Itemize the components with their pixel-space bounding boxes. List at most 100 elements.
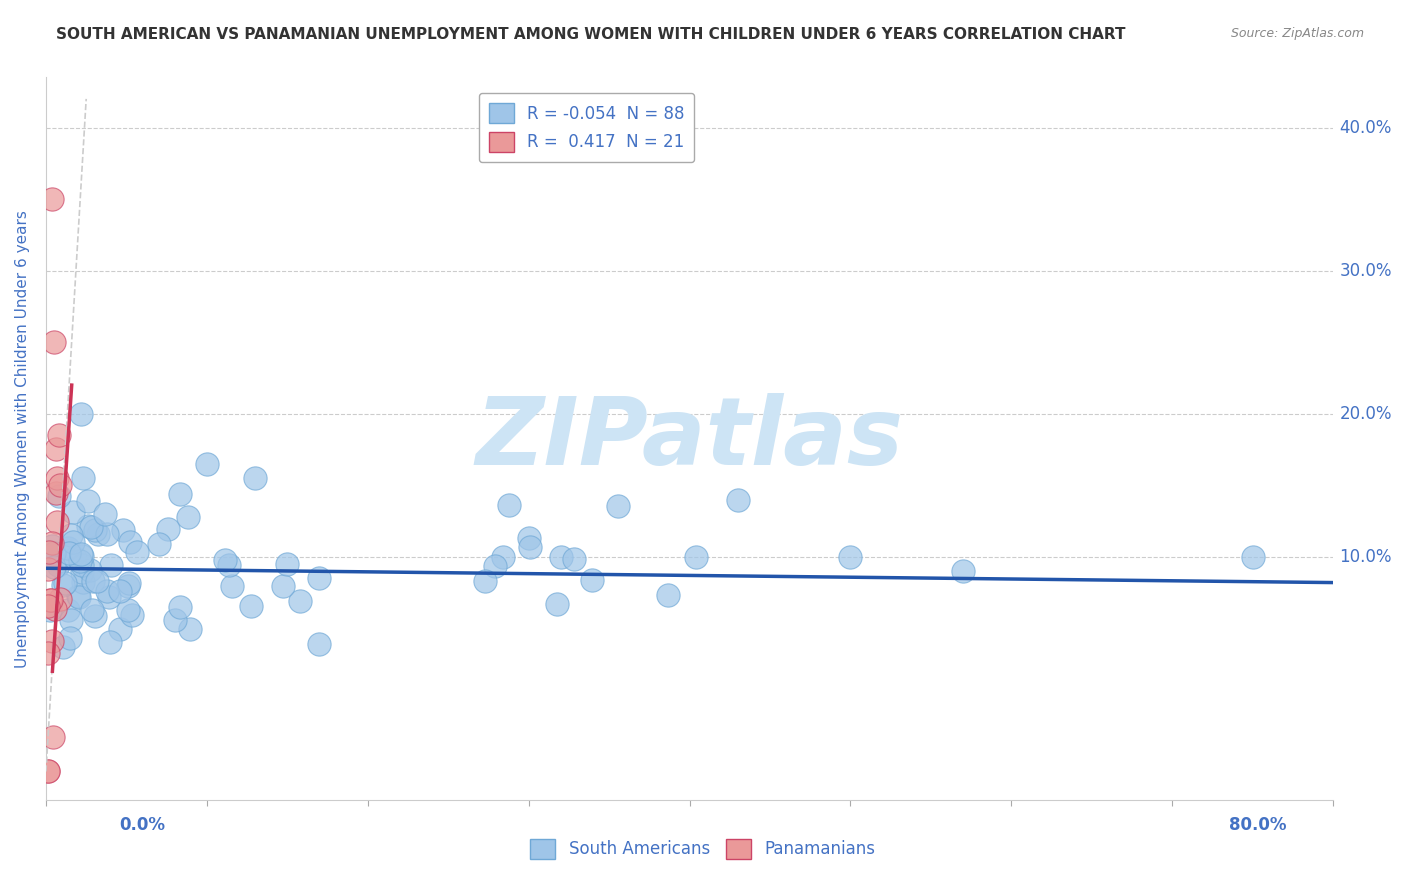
Legend: R = -0.054  N = 88, R =  0.417  N = 21: R = -0.054 N = 88, R = 0.417 N = 21 [478, 93, 695, 162]
Point [177, 509, 200, 524]
Point [685, 549, 707, 564]
Point [276, 557, 298, 571]
Point [581, 573, 603, 587]
Point [169, 486, 191, 500]
Point [83, 609, 105, 624]
Text: 80.0%: 80.0% [1229, 816, 1286, 834]
Point [51, 640, 73, 654]
Point [156, 522, 179, 536]
Point [118, 535, 141, 549]
Point [83, 523, 105, 537]
Point [80, 519, 103, 533]
Point [39, 603, 62, 617]
Text: ZIPatlas: ZIPatlas [475, 392, 904, 484]
Point [37, 764, 59, 779]
Point [221, 579, 243, 593]
Point [70, 565, 93, 579]
Point [48, 428, 70, 442]
Point [108, 584, 131, 599]
Point [60, 613, 83, 627]
Point [41, 536, 63, 550]
Point [96, 527, 118, 541]
Point [44, 559, 66, 574]
Point [474, 574, 496, 589]
Point [37, 562, 59, 576]
Text: 10.0%: 10.0% [1340, 548, 1392, 566]
Point [657, 588, 679, 602]
Point [562, 552, 585, 566]
Point [117, 603, 139, 617]
Point [46, 471, 69, 485]
Point [121, 607, 143, 622]
Point [58, 541, 80, 556]
Point [66, 589, 89, 603]
Text: SOUTH AMERICAN VS PANAMANIAN UNEMPLOYMENT AMONG WOMEN WITH CHILDREN UNDER 6 YEAR: SOUTH AMERICAN VS PANAMANIAN UNEMPLOYMEN… [56, 27, 1126, 42]
Point [48, 490, 70, 504]
Point [169, 599, 191, 614]
Point [82, 574, 104, 588]
Point [42, 730, 65, 744]
Text: 20.0%: 20.0% [1340, 405, 1392, 423]
Point [111, 523, 134, 537]
Point [86, 574, 108, 588]
Y-axis label: Unemployment Among Women with Children Under 6 years: Unemployment Among Women with Children U… [15, 210, 30, 668]
Point [517, 532, 540, 546]
Point [38, 593, 60, 607]
Point [52, 577, 75, 591]
Point [484, 558, 506, 573]
Point [118, 576, 141, 591]
Point [179, 622, 201, 636]
Point [59, 528, 82, 542]
Point [492, 550, 515, 565]
Point [195, 457, 218, 471]
Point [271, 579, 294, 593]
Point [69, 547, 91, 561]
Point [218, 558, 240, 572]
Point [44, 602, 66, 616]
Point [77, 494, 100, 508]
Point [49, 591, 72, 606]
Point [45, 485, 67, 500]
Point [41, 192, 63, 206]
Point [70, 549, 93, 563]
Point [148, 537, 170, 551]
Point [498, 498, 520, 512]
Point [308, 636, 330, 650]
Point [72, 575, 94, 590]
Point [37, 599, 59, 613]
Point [45, 442, 67, 457]
Point [67, 591, 90, 605]
Point [94, 507, 117, 521]
Point [86, 527, 108, 541]
Point [53, 576, 76, 591]
Point [37, 764, 59, 779]
Point [62, 505, 84, 519]
Text: 0.0%: 0.0% [120, 816, 166, 834]
Point [290, 594, 312, 608]
Point [214, 553, 236, 567]
Point [952, 564, 974, 578]
Point [77, 519, 100, 533]
Point [70, 558, 93, 572]
Point [117, 578, 139, 592]
Point [59, 631, 82, 645]
Point [58, 546, 80, 560]
Point [37, 646, 59, 660]
Point [96, 583, 118, 598]
Point [97, 591, 120, 605]
Text: 40.0%: 40.0% [1340, 119, 1392, 136]
Point [243, 471, 266, 485]
Point [79, 563, 101, 577]
Point [42, 546, 65, 560]
Point [63, 550, 86, 565]
Point [1241, 549, 1264, 564]
Point [606, 499, 628, 513]
Point [125, 544, 148, 558]
Point [41, 633, 63, 648]
Point [56, 603, 79, 617]
Text: 30.0%: 30.0% [1340, 261, 1392, 279]
Point [72, 471, 94, 485]
Point [38, 545, 60, 559]
Legend: South Americans, Panamanians: South Americans, Panamanians [523, 832, 883, 866]
Point [100, 558, 122, 572]
